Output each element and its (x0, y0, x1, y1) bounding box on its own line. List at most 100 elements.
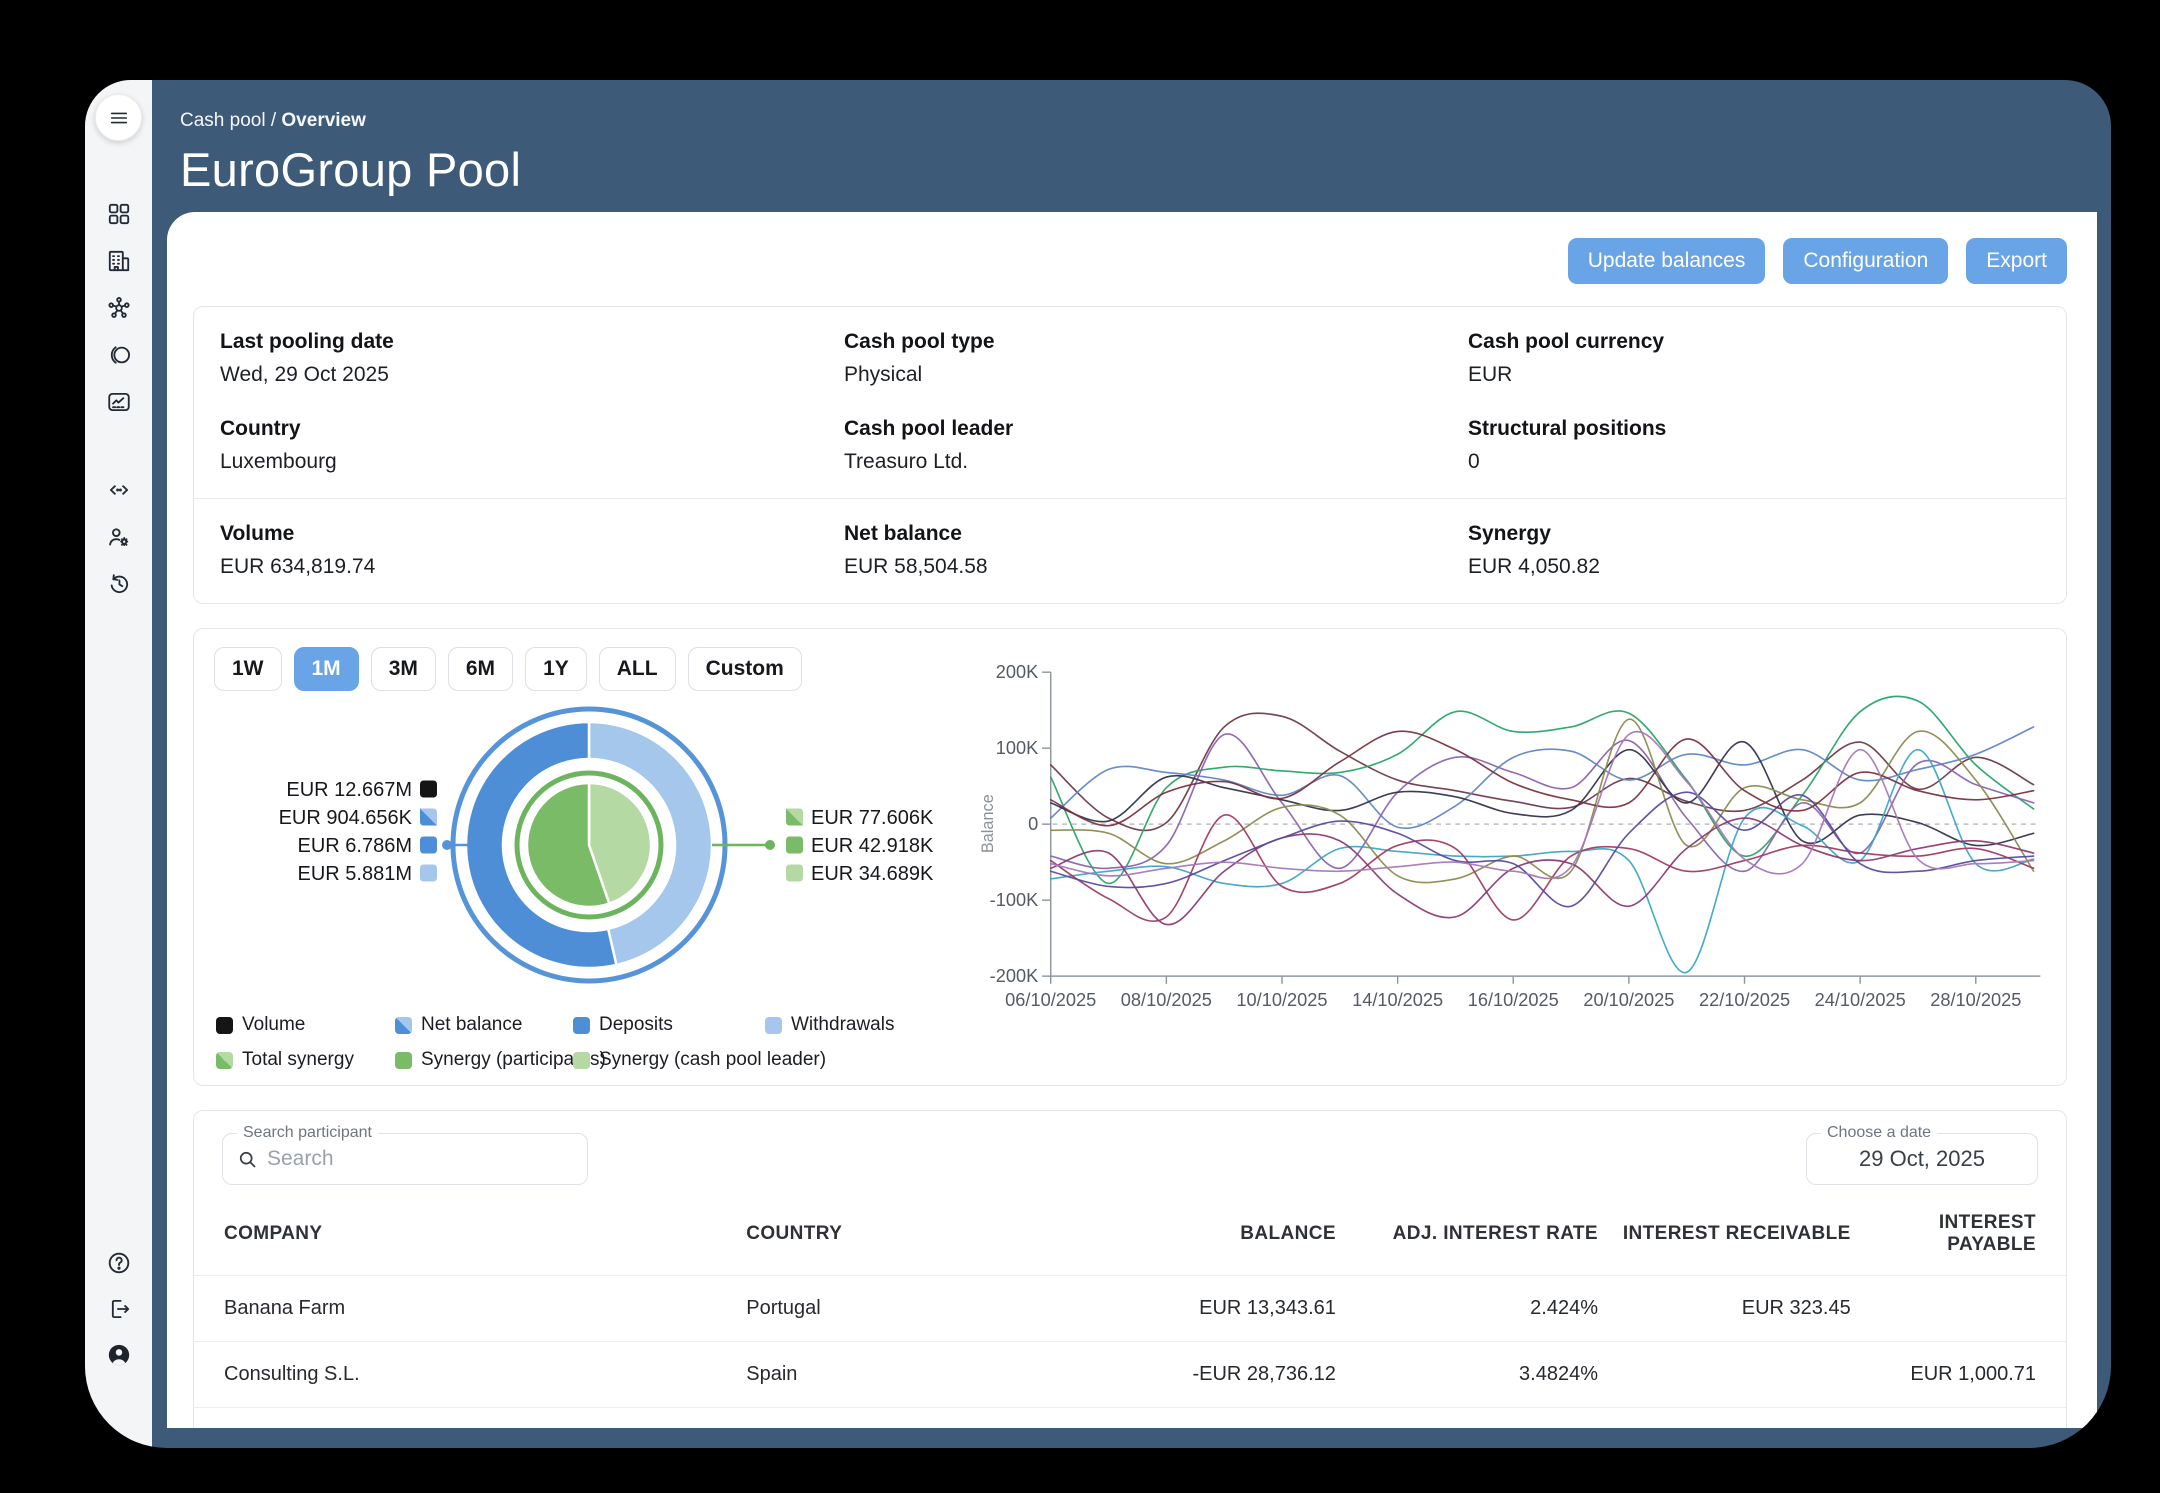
info-label: Structural positions (1468, 417, 2056, 441)
timerange-all-button[interactable]: ALL (599, 647, 676, 691)
y-axis-tick: 200K (996, 662, 1039, 682)
cell-country: Spain (746, 1342, 1074, 1408)
info-label: Cash pool leader (844, 417, 1432, 441)
column-header-adj-interest-rate[interactable]: ADJ. INTEREST RATE (1336, 1195, 1598, 1276)
history-clock-icon[interactable] (106, 571, 132, 597)
profile-avatar-icon[interactable] (106, 1342, 132, 1368)
legend-label: Withdrawals (791, 1014, 894, 1036)
charts-card: 1W 1M 3M 6M 1Y ALL Custom EUR 12.667MEUR 904.6… (193, 628, 2067, 1086)
search-icon (237, 1149, 258, 1170)
breadcrumb-separator: / (271, 110, 276, 131)
cell-country: Germany (746, 1408, 1074, 1429)
info-label: Synergy (1468, 522, 2056, 546)
legend-label: Net balance (421, 1014, 522, 1036)
info-value: EUR 58,504.58 (844, 555, 1432, 579)
legend-label: Synergy (cash pool leader) (599, 1049, 826, 1071)
donut-callout-right: EUR 77.606K (811, 807, 934, 829)
timerange-1y-button[interactable]: 1Y (525, 647, 587, 691)
y-axis-tick: 0 (1028, 814, 1038, 834)
info-value: Physical (844, 363, 1432, 387)
column-header-country[interactable]: COUNTRY (746, 1195, 1074, 1276)
actions-row: Update balances Configuration Export (193, 238, 2067, 284)
legend-swatch (573, 1052, 590, 1069)
chart-legend: VolumeNet balanceDepositsWithdrawalsTota… (214, 1014, 966, 1071)
sidebar-footer-group (106, 1250, 132, 1448)
legend-label: Volume (242, 1014, 305, 1036)
timerange-3m-button[interactable]: 3M (371, 647, 436, 691)
column-header-interest-receivable[interactable]: INTEREST RECEIVABLE (1598, 1195, 1851, 1276)
timerange-1w-button[interactable]: 1W (214, 647, 282, 691)
breadcrumb[interactable]: Cash pool / Overview (180, 110, 2111, 132)
legend-swatch (573, 1017, 590, 1034)
cell-adj-interest-rate: 2.4291% (1336, 1408, 1598, 1429)
app-window: Cash pool / Overview EuroGroup Pool Upda… (85, 80, 2111, 1448)
table-header: COMPANYCOUNTRYBALANCEADJ. INTEREST RATEI… (194, 1195, 2066, 1276)
search-field-label: Search participant (237, 1124, 378, 1142)
cell-balance: -EUR 28,736.12 (1074, 1342, 1336, 1408)
timerange-selector: 1W 1M 3M 6M 1Y ALL Custom (214, 647, 966, 691)
integrations-code-icon[interactable] (106, 477, 132, 503)
donut-callout-left: EUR 904.656K (279, 807, 413, 829)
update-balances-button[interactable]: Update balances (1568, 238, 1766, 284)
info-field-net-balance: Net balance EUR 58,504.58 (818, 498, 1442, 603)
column-header-interest-payable[interactable]: INTEREST PAYABLE (1851, 1195, 2066, 1276)
legend-item-withdrawals: Withdrawals (765, 1014, 966, 1036)
legend-item-net-balance: Net balance (395, 1014, 573, 1036)
dashboard-grid-icon[interactable] (106, 201, 132, 227)
sidebar-tools-group (106, 477, 132, 597)
timerange-custom-button[interactable]: Custom (688, 647, 802, 691)
table-row-banana-farm[interactable]: Banana FarmPortugalEUR 13,343.612.424%EU… (194, 1276, 2066, 1342)
info-field-cash-pool-leader: Cash pool leader Treasuro Ltd. (818, 411, 1442, 498)
cell-balance: EUR 13,343.61 (1074, 1276, 1336, 1342)
company-building-icon[interactable] (106, 248, 132, 274)
menu-toggle-button[interactable] (95, 94, 142, 141)
info-field-volume: Volume EUR 634,819.74 (194, 498, 818, 603)
x-axis-tick: 08/10/2025 (1121, 990, 1212, 1010)
content-panel: Update balancesConfigurationExport Last … (167, 212, 2097, 1428)
search-input[interactable] (267, 1147, 573, 1171)
x-axis-tick: 24/10/2025 (1815, 990, 1906, 1010)
info-value: Wed, 29 Oct 2025 (220, 363, 808, 387)
donut-column: 1W 1M 3M 6M 1Y ALL Custom EUR 12.667MEUR 904.6… (214, 647, 966, 1071)
y-axis-label: Balance (979, 794, 997, 853)
help-icon[interactable] (106, 1250, 132, 1276)
sidebar-nav-group (106, 201, 132, 415)
y-axis-tick: 100K (996, 738, 1039, 758)
balances-line-chart: 200K100K0-100K-200KBalance06/10/202508/1… (974, 647, 2048, 1071)
search-participant-field[interactable]: Search participant (222, 1133, 588, 1185)
cash-pool-network-icon[interactable] (106, 295, 132, 321)
cell-interest-receivable (1598, 1342, 1851, 1408)
info-field-synergy: Synergy EUR 4,050.82 (1442, 498, 2066, 603)
x-axis-tick: 06/10/2025 (1005, 990, 1096, 1010)
table-row-fidget-spinner-import-co[interactable]: Fidget Spinner Import CoGermanyEUR 14,14… (194, 1408, 2066, 1429)
info-value: Luxembourg (220, 450, 808, 474)
column-header-company[interactable]: COMPANY (194, 1195, 746, 1276)
legend-item-volume: Volume (216, 1014, 395, 1036)
composition-donut-chart: EUR 12.667MEUR 904.656KEUR 6.786MEUR 5.8… (214, 693, 966, 1010)
participants-table: COMPANYCOUNTRYBALANCEADJ. INTEREST RATEI… (194, 1195, 2066, 1428)
export-button[interactable]: Export (1966, 238, 2067, 284)
cell-interest-payable (1851, 1276, 2066, 1342)
table-row-consulting-s-l-[interactable]: Consulting S.L.Spain-EUR 28,736.123.4824… (194, 1342, 2066, 1408)
y-axis-tick: -200K (990, 966, 1039, 986)
date-picker-field[interactable]: Choose a date 29 Oct, 2025 (1806, 1133, 2038, 1185)
info-field-country: Country Luxembourg (194, 411, 818, 498)
info-field-cash-pool-currency: Cash pool currency EUR (1442, 307, 2066, 411)
legend-item-deposits: Deposits (573, 1014, 765, 1036)
breadcrumb-current: Overview (281, 110, 366, 131)
pools-overlapping-circles-icon[interactable] (106, 342, 132, 368)
configuration-button[interactable]: Configuration (1783, 238, 1948, 284)
cell-interest-payable: EUR 1,000.71 (1851, 1342, 2066, 1408)
timerange-1m-button[interactable]: 1M (294, 647, 359, 691)
logout-icon[interactable] (106, 1296, 132, 1322)
column-header-balance[interactable]: BALANCE (1074, 1195, 1336, 1276)
breadcrumb-section[interactable]: Cash pool (180, 110, 266, 131)
info-label: Net balance (844, 522, 1432, 546)
user-settings-icon[interactable] (106, 524, 132, 550)
legend-swatch (395, 1017, 412, 1034)
donut-callout-right: EUR 42.918K (811, 835, 934, 857)
timerange-6m-button[interactable]: 6M (448, 647, 513, 691)
balance-series-line-6 (1051, 719, 2034, 882)
cell-interest-receivable: EUR 323.45 (1598, 1276, 1851, 1342)
reports-chart-icon[interactable] (106, 389, 132, 415)
